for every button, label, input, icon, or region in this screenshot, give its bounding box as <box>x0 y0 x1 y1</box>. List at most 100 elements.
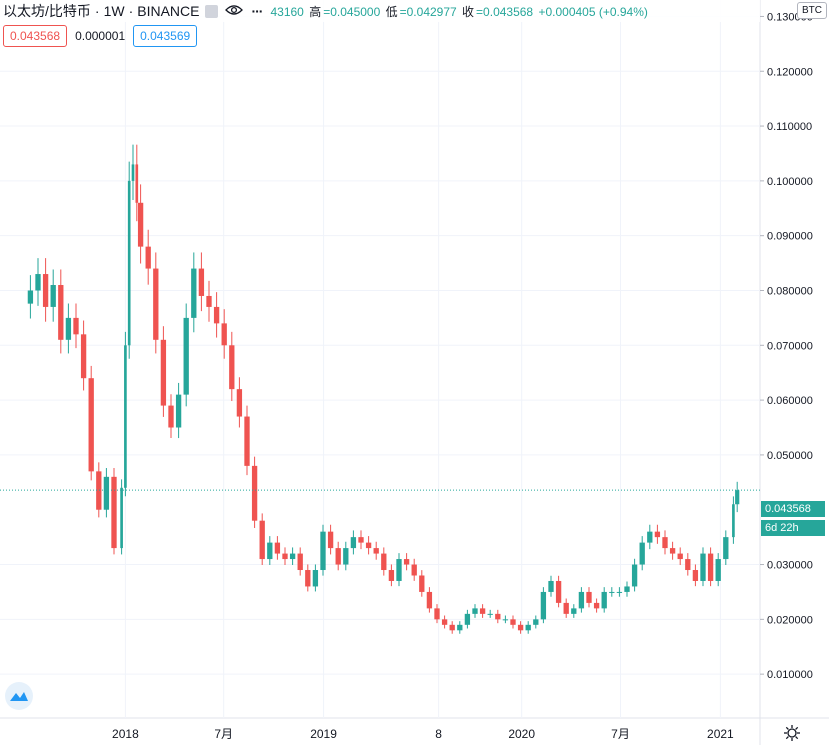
candle-body <box>639 542 645 565</box>
candle-body <box>335 548 341 565</box>
candle-body <box>631 564 638 587</box>
more-dots-icon[interactable]: ··· <box>251 3 263 19</box>
time-tick-label: 8 <box>435 727 442 741</box>
candle-body <box>525 624 531 631</box>
candle-body <box>229 345 235 390</box>
tradingview-logo-icon[interactable] <box>5 682 33 710</box>
candle-body <box>692 570 699 581</box>
symbol-name[interactable]: 以太坊/比特币 <box>3 3 91 19</box>
price-tick-label: 0.070000 <box>767 340 813 352</box>
candle-body <box>707 553 714 581</box>
spread-value: 0.000001 <box>75 29 126 43</box>
candle-body <box>609 591 615 593</box>
price-tick-label: 0.120000 <box>767 66 813 78</box>
gear-icon[interactable] <box>782 723 802 743</box>
candle-body <box>365 542 372 549</box>
candle-body <box>80 334 87 379</box>
time-tick-label: 7月 <box>214 727 233 741</box>
bid-value-box[interactable]: 0.043568 <box>3 25 68 47</box>
candle-body <box>735 490 740 505</box>
legend-separator: · <box>94 3 100 19</box>
candle-body <box>358 537 364 543</box>
candle-body <box>251 465 258 521</box>
price-tick-label: 0.090000 <box>767 231 813 243</box>
candle-body <box>419 575 425 592</box>
candle-body <box>120 487 123 549</box>
time-tick-label: 2020 <box>508 727 535 741</box>
change-value: +0.000405 (+0.94%) <box>538 4 648 19</box>
candle-body <box>259 520 265 560</box>
candle-body <box>137 202 144 247</box>
candle-body <box>662 537 668 549</box>
candle-body <box>305 570 311 587</box>
candle-body <box>213 306 220 324</box>
candle-body <box>396 559 402 581</box>
candle-body <box>145 246 151 269</box>
currency-label[interactable]: BTC <box>797 2 827 19</box>
candle-body <box>388 570 395 581</box>
candle-body <box>160 339 167 406</box>
candle-body <box>517 624 524 631</box>
candle-body <box>267 542 273 560</box>
price-tick-label: 0.010000 <box>767 669 813 681</box>
candle-body <box>457 624 463 631</box>
ohlc-values: 43160 高 =0.045000 低 =0.042977 收 =0.043568 +… <box>270 3 649 20</box>
candle-body <box>198 268 205 296</box>
time-tick-label: 2018 <box>112 727 139 741</box>
candle-body <box>548 580 554 592</box>
candle-body <box>327 531 334 549</box>
candle-body <box>647 531 653 543</box>
low-value: =0.042977 <box>399 4 457 19</box>
time-tick-label: 2021 <box>707 727 734 741</box>
candle-body <box>35 274 41 291</box>
candle-body <box>221 323 227 346</box>
candle-body <box>434 608 440 620</box>
candle-body <box>88 378 94 472</box>
candle-body <box>732 504 735 538</box>
candle-body <box>206 295 212 307</box>
price-tick-label: 0.110000 <box>767 121 812 133</box>
candle-body <box>282 553 288 560</box>
candle-body <box>441 619 448 625</box>
exchange-label: BINANCE <box>137 3 200 19</box>
candle-body <box>601 591 607 609</box>
interval-label[interactable]: 1W <box>103 3 125 19</box>
candle-body <box>677 553 683 560</box>
candle-body <box>350 537 357 549</box>
countdown-tag: 6d 22h <box>761 520 825 536</box>
candle-body <box>654 531 661 538</box>
price-tick-label: 0.060000 <box>767 395 813 407</box>
candle-body <box>426 591 433 609</box>
eye-icon[interactable] <box>225 3 244 19</box>
candle-body <box>175 394 182 428</box>
candle-body <box>464 613 471 625</box>
candle-body <box>50 285 56 307</box>
candle-body <box>502 619 509 621</box>
candle-body <box>563 602 569 614</box>
candle-body <box>127 180 131 346</box>
candle-body <box>73 317 79 335</box>
candle-body <box>700 553 706 581</box>
price-tick-label: 0.080000 <box>767 285 813 297</box>
candle-body <box>191 268 197 318</box>
square-icon[interactable] <box>205 4 219 18</box>
candle-body <box>42 274 49 307</box>
candle-body <box>685 559 691 571</box>
candle-body <box>236 389 243 417</box>
candle-body <box>135 164 139 203</box>
candle-body <box>472 608 478 614</box>
candle-body <box>153 268 159 340</box>
candle-body <box>723 537 729 560</box>
candle-body <box>343 548 349 565</box>
candle-body <box>715 559 721 581</box>
candle-body <box>312 570 319 587</box>
time-tick-label: 7月 <box>611 727 630 741</box>
candle-body <box>297 553 303 571</box>
candle-body <box>586 591 592 603</box>
candle-body <box>58 285 64 340</box>
ask-value-box[interactable]: 0.043569 <box>133 25 198 47</box>
candle-body <box>495 613 501 620</box>
open-value: 43160 <box>270 4 304 19</box>
high-label: 高 <box>309 4 322 19</box>
